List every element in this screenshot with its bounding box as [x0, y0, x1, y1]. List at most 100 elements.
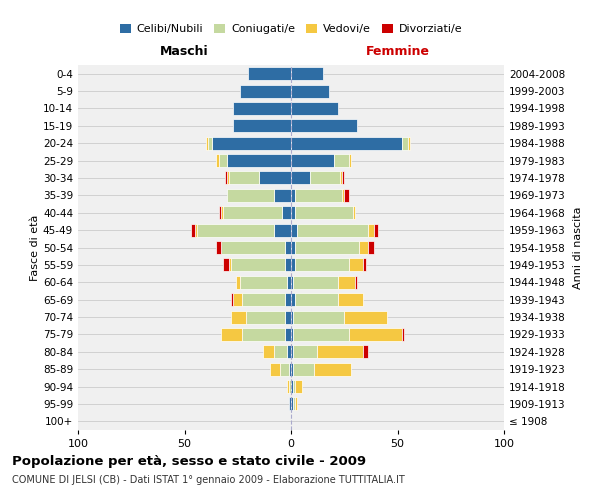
Bar [291, 172, 310, 184]
Bar [374, 224, 379, 236]
Bar [217, 241, 221, 254]
Bar [359, 241, 368, 254]
Bar [295, 241, 359, 254]
Bar [229, 172, 259, 184]
Bar [291, 362, 293, 376]
Bar [217, 154, 218, 167]
Bar [340, 172, 342, 184]
Bar [284, 241, 291, 254]
Text: COMUNE DI JELSI (CB) - Dati ISTAT 1° gennaio 2009 - Elaborazione TUTTITALIA.IT: COMUNE DI JELSI (CB) - Dati ISTAT 1° gen… [12, 475, 405, 485]
Bar [295, 258, 349, 272]
Bar [291, 84, 329, 98]
Bar [197, 224, 274, 236]
Bar [291, 224, 298, 236]
Bar [342, 172, 344, 184]
Bar [284, 310, 291, 324]
Legend: Celibi/Nubili, Coniugati/e, Vedovi/e, Divorziati/e: Celibi/Nubili, Coniugati/e, Vedovi/e, Di… [115, 20, 467, 39]
Bar [293, 346, 317, 358]
Bar [314, 362, 350, 376]
Bar [232, 310, 246, 324]
Bar [291, 67, 323, 80]
Bar [242, 293, 284, 306]
Bar [206, 136, 208, 149]
Bar [291, 241, 295, 254]
Bar [364, 258, 365, 272]
Bar [221, 206, 223, 220]
Bar [287, 346, 291, 358]
Bar [342, 189, 344, 202]
Bar [291, 293, 295, 306]
Bar [240, 276, 287, 289]
Bar [402, 328, 404, 341]
Bar [248, 67, 291, 80]
Bar [293, 380, 295, 393]
Y-axis label: Anni di nascita: Anni di nascita [572, 206, 583, 289]
Bar [233, 120, 291, 132]
Bar [229, 258, 232, 272]
Bar [293, 398, 295, 410]
Bar [287, 276, 291, 289]
Bar [284, 258, 291, 272]
Bar [349, 258, 364, 272]
Bar [291, 136, 402, 149]
Bar [295, 189, 342, 202]
Bar [232, 293, 233, 306]
Bar [284, 293, 291, 306]
Bar [291, 380, 293, 393]
Bar [289, 380, 291, 393]
Bar [223, 206, 283, 220]
Bar [289, 398, 291, 410]
Bar [225, 172, 227, 184]
Bar [218, 154, 227, 167]
Bar [221, 241, 284, 254]
Bar [402, 136, 408, 149]
Bar [195, 224, 197, 236]
Bar [298, 224, 368, 236]
Bar [293, 276, 338, 289]
Bar [295, 206, 353, 220]
Bar [291, 346, 293, 358]
Bar [291, 328, 293, 341]
Bar [291, 276, 293, 289]
Bar [208, 136, 212, 149]
Bar [338, 276, 355, 289]
Bar [284, 328, 291, 341]
Bar [240, 84, 291, 98]
Bar [232, 258, 284, 272]
Bar [221, 328, 242, 341]
Bar [295, 380, 302, 393]
Bar [242, 328, 284, 341]
Bar [368, 224, 374, 236]
Y-axis label: Fasce di età: Fasce di età [30, 214, 40, 280]
Bar [317, 346, 364, 358]
Bar [291, 102, 338, 115]
Bar [287, 380, 289, 393]
Bar [291, 154, 334, 167]
Text: Popolazione per età, sesso e stato civile - 2009: Popolazione per età, sesso e stato civil… [12, 455, 366, 468]
Bar [344, 189, 349, 202]
Bar [295, 398, 298, 410]
Bar [227, 189, 274, 202]
Bar [291, 310, 293, 324]
Bar [291, 120, 357, 132]
Bar [291, 206, 295, 220]
Bar [223, 258, 229, 272]
Bar [368, 241, 374, 254]
Bar [353, 206, 355, 220]
Bar [227, 172, 229, 184]
Bar [233, 293, 242, 306]
Bar [293, 310, 344, 324]
Bar [295, 293, 338, 306]
Bar [191, 224, 195, 236]
Bar [280, 362, 289, 376]
Bar [338, 293, 364, 306]
Text: Maschi: Maschi [160, 45, 209, 58]
Bar [349, 328, 402, 341]
Bar [274, 189, 291, 202]
Bar [236, 276, 240, 289]
Bar [334, 154, 349, 167]
Bar [291, 258, 295, 272]
Bar [344, 310, 387, 324]
Bar [349, 154, 350, 167]
Bar [289, 362, 291, 376]
